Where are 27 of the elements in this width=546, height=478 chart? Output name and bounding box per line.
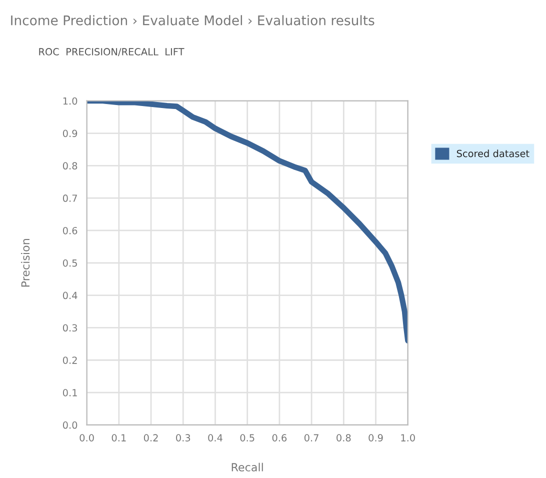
x-tick-label: 0.3	[176, 434, 190, 442]
y-tick-label: 0.0	[62, 421, 78, 429]
x-axis-title: Recall	[232, 462, 263, 472]
y-tick-label: 1.0	[63, 97, 78, 105]
y-tick-label: 0.1	[62, 389, 77, 396]
y-tick-label: 0.7	[62, 194, 77, 202]
y-axis-title: Precision	[21, 239, 30, 287]
y-tick-label: 0.8	[62, 162, 78, 170]
x-tick-label: 0.1	[112, 434, 126, 442]
y-tick-label: 0.4	[62, 292, 78, 300]
x-tick-label: 0.5	[240, 434, 254, 442]
legend-label: Scored dataset	[456, 150, 530, 158]
x-tick-label: 0.6	[272, 434, 287, 442]
x-tick-label: 0.8	[336, 434, 351, 442]
x-tick-label: 0.0	[80, 434, 94, 442]
y-tick-label: 0.9	[62, 130, 78, 138]
y-tick-label: 0.2	[62, 356, 77, 364]
x-tick-label: 0.7	[304, 434, 318, 442]
y-tick-label: 0.5	[62, 259, 77, 267]
x-tick-label: 0.9	[368, 434, 383, 442]
x-tick-label: 0.2	[144, 434, 158, 442]
x-tick-label: 1.0	[401, 434, 415, 442]
y-tick-label: 0.3	[62, 324, 78, 332]
y-tick-label: 0.6	[62, 226, 78, 234]
chart-subtitle: ROC PRECISION/RECALL LIFT	[39, 48, 184, 56]
x-tick-label: 0.4	[208, 434, 222, 442]
chart-title: Income Prediction › Evaluate Model › Evaluation results	[11, 15, 374, 26]
